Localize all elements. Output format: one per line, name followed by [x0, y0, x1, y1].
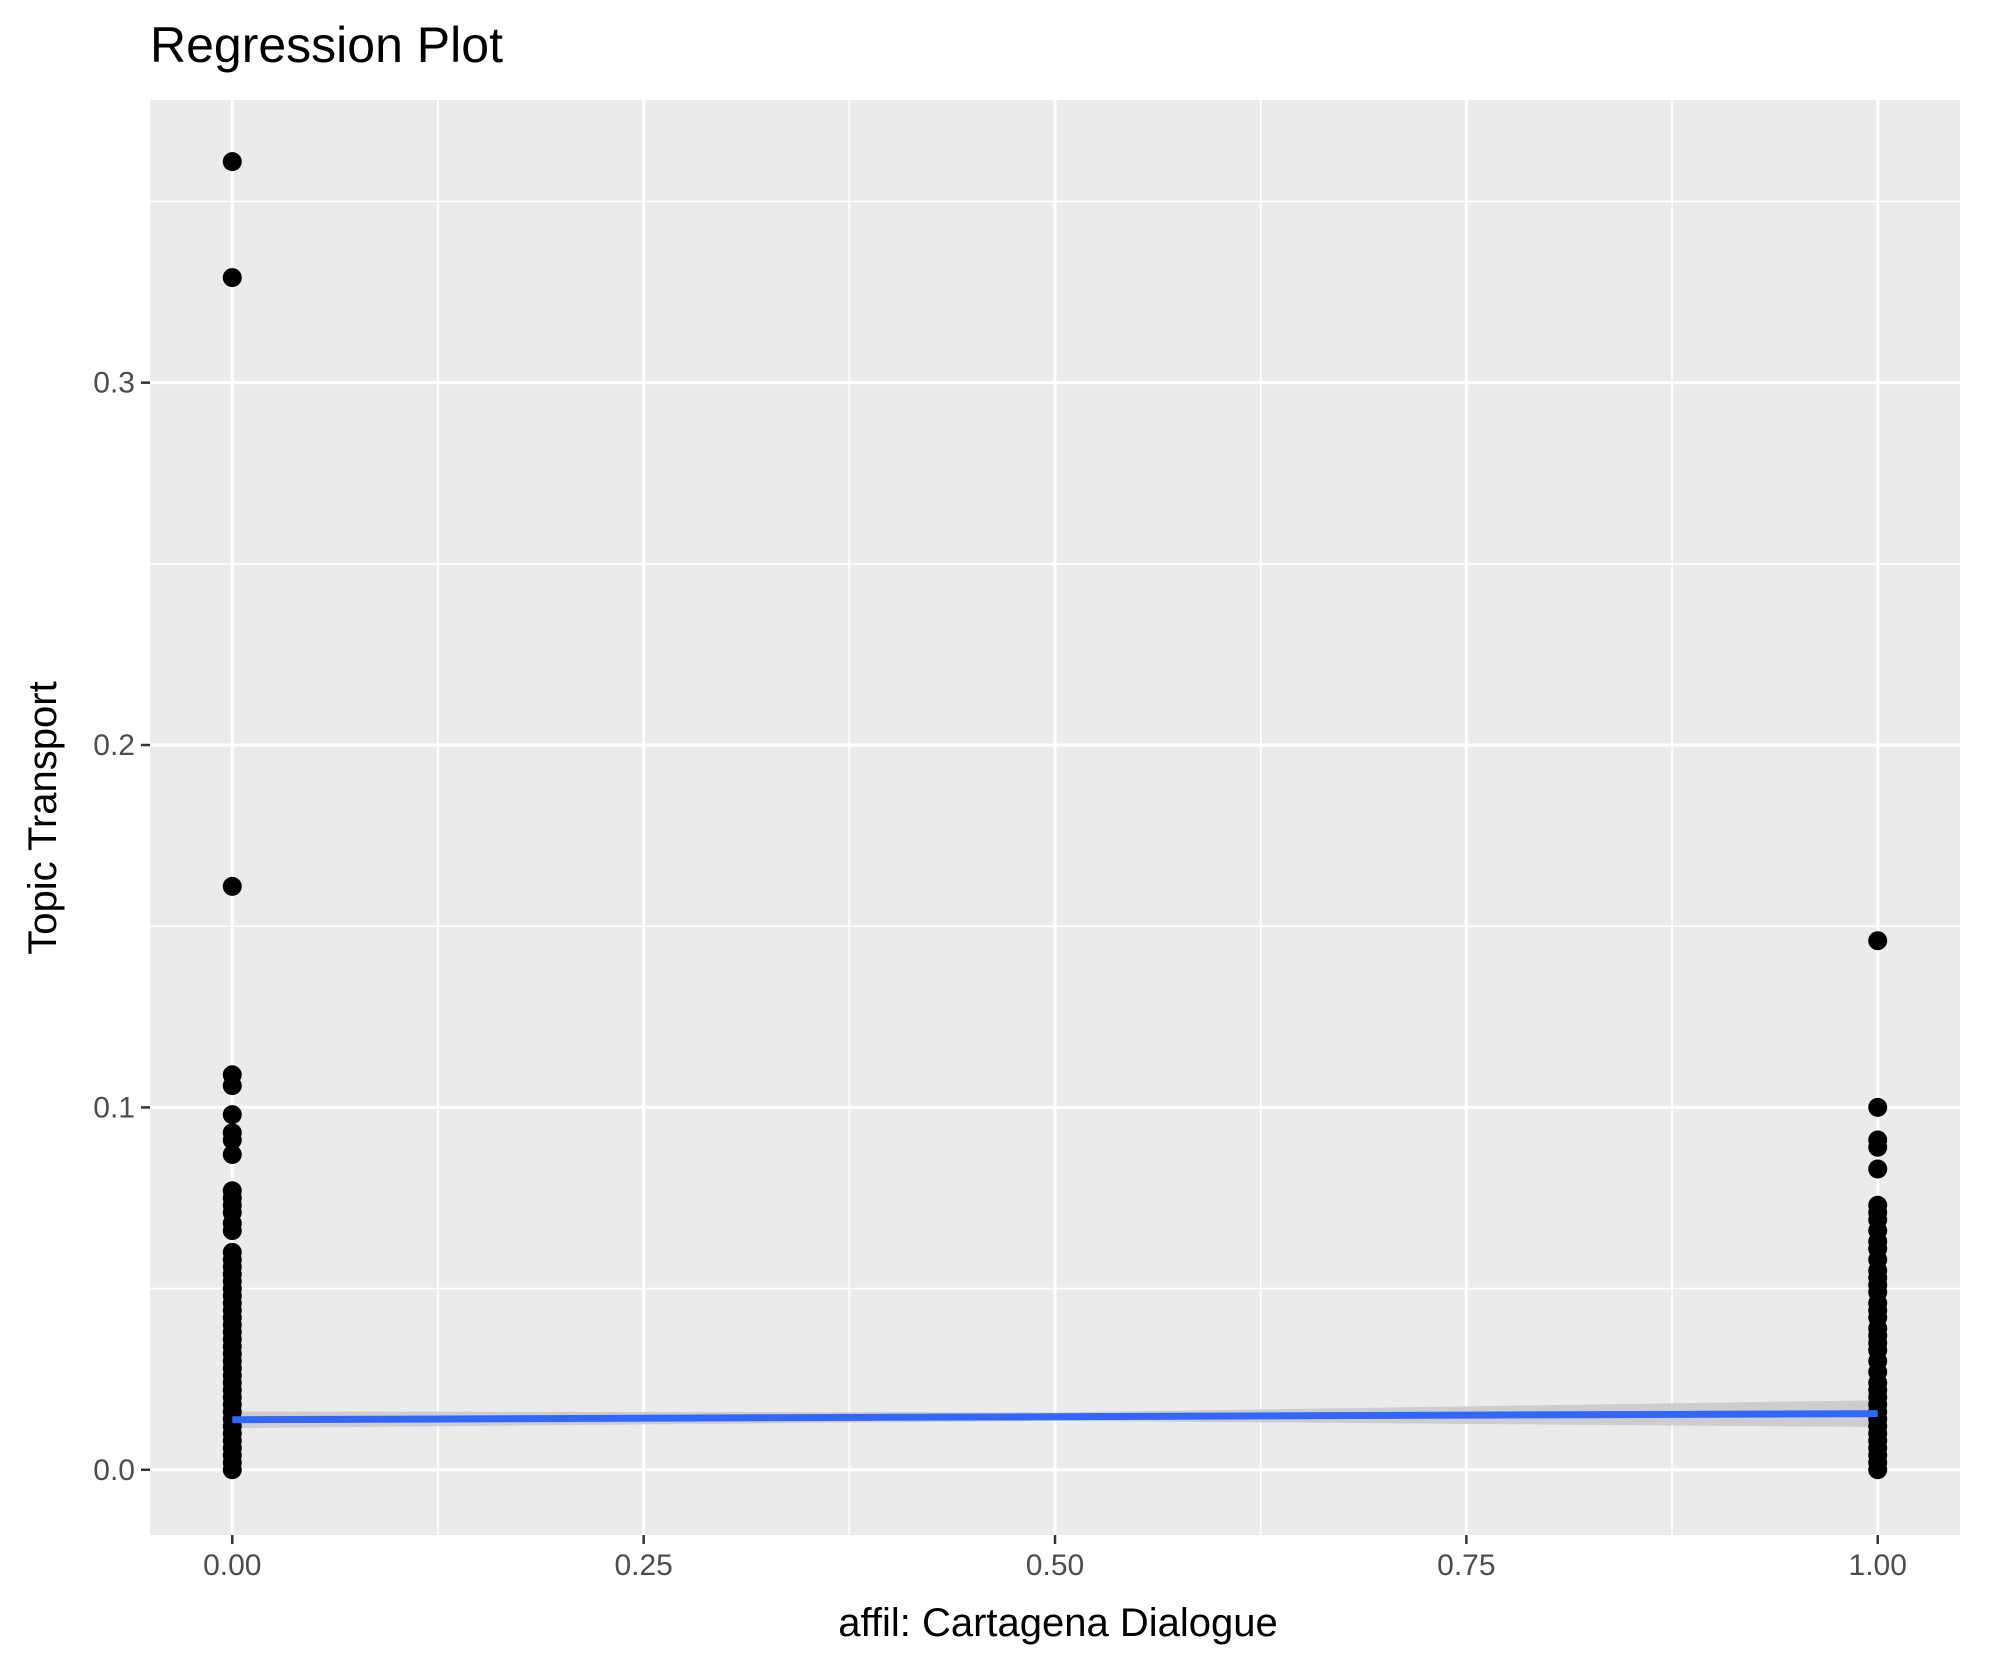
x-axis: 0.00 0.25 0.50 0.75 1.00	[203, 1535, 1907, 1582]
data-point	[222, 1145, 242, 1165]
x-tick-label: 1.00	[1849, 1549, 1907, 1582]
data-point	[222, 1460, 242, 1480]
y-tick-label: 0.2	[93, 729, 135, 762]
data-point	[222, 152, 242, 172]
data-point	[222, 1105, 242, 1125]
x-tick-label: 0.00	[203, 1549, 261, 1582]
x-axis-label: affil: Cartagena Dialogue	[838, 1601, 1278, 1645]
data-point	[222, 1130, 242, 1150]
regression-line	[232, 1410, 1878, 1424]
x-tick-label: 0.50	[1026, 1549, 1084, 1582]
x-tick-label: 0.75	[1437, 1549, 1495, 1582]
data-point	[222, 876, 242, 896]
y-axis-label: Topic Transport	[21, 681, 65, 954]
x-tick-label: 0.25	[614, 1549, 672, 1582]
data-point	[1868, 1097, 1888, 1117]
y-tick-label: 0.0	[93, 1454, 135, 1487]
major-gridlines	[150, 100, 1960, 1535]
data-point	[1868, 1159, 1888, 1179]
data-point	[222, 1221, 242, 1241]
data-point	[1868, 1137, 1888, 1157]
fit-line-layer	[232, 1410, 1878, 1424]
data-point	[222, 1076, 242, 1096]
y-tick-label: 0.1	[93, 1091, 135, 1124]
data-point	[1868, 931, 1888, 951]
data-point	[1868, 1460, 1888, 1480]
y-tick-label: 0.3	[93, 367, 135, 400]
data-point	[222, 268, 242, 288]
y-axis: 0.0 0.1 0.2 0.3	[93, 367, 150, 1487]
chart-title: Regression Plot	[150, 17, 503, 73]
